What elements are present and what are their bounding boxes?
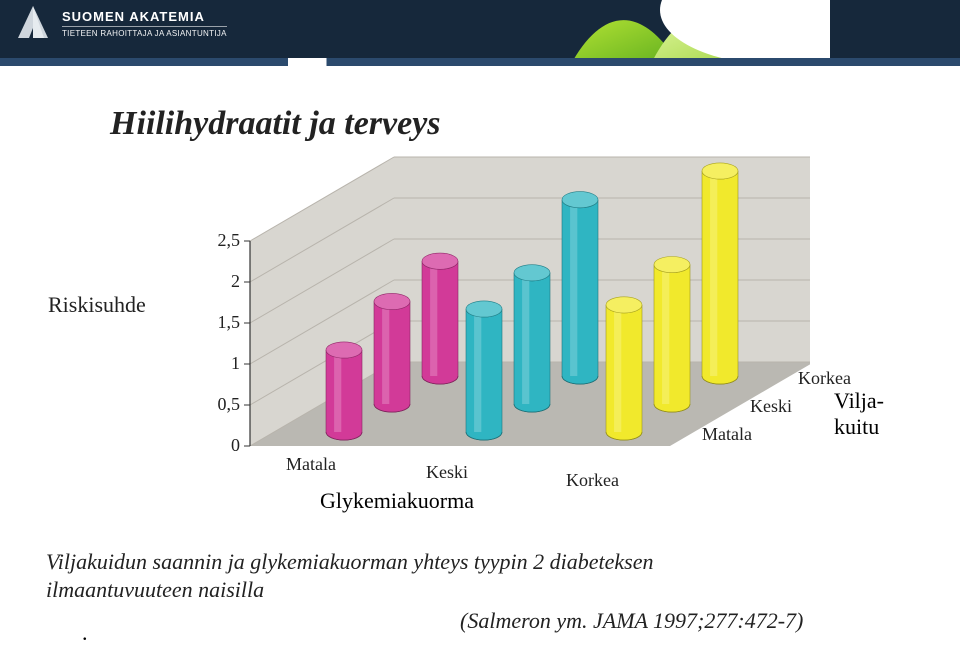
brand-line2: TIETEEN RAHOITTAJA JA ASIANTUNTIJA <box>62 26 227 38</box>
caption-line2: ilmaantuvuuteen naisilla <box>46 576 264 604</box>
brand-logo-icon <box>14 4 52 42</box>
brand-line1: SUOMEN AKATEMIA <box>62 9 227 24</box>
z-category-label: Keski <box>750 396 792 417</box>
z-category-label: Korkea <box>798 368 851 389</box>
header-swoosh-icon <box>530 0 830 66</box>
citation: (Salmeron ym. JAMA 1997;277:472-7) <box>460 608 803 634</box>
x-category-label: Korkea <box>566 470 619 491</box>
caption-line1: Viljakuidun saannin ja glykemiakuorman y… <box>46 548 654 576</box>
y-tick: 1,5 <box>206 312 240 333</box>
x-category-label: Matala <box>286 454 336 475</box>
x-axis-title: Glykemiakuorma <box>320 488 474 514</box>
y-tick: 1 <box>206 353 240 374</box>
y-tick: 0 <box>206 435 240 456</box>
y-tick: 2 <box>206 271 240 292</box>
y-tick: 0,5 <box>206 394 240 415</box>
z-axis-title: Vilja-kuitu <box>834 388 884 440</box>
x-category-label: Keski <box>426 462 468 483</box>
z-category-label: Matala <box>702 424 752 445</box>
slide-title: Hiilihydraatit ja terveys <box>110 105 441 143</box>
header-band: SUOMEN AKATEMIA TIETEEN RAHOITTAJA JA AS… <box>0 0 960 66</box>
y-tick: 2,5 <box>206 230 240 251</box>
y-axis-label: Riskisuhde <box>48 292 146 318</box>
brand: SUOMEN AKATEMIA TIETEEN RAHOITTAJA JA AS… <box>14 4 227 42</box>
brand-text: SUOMEN AKATEMIA TIETEEN RAHOITTAJA JA AS… <box>62 9 227 38</box>
